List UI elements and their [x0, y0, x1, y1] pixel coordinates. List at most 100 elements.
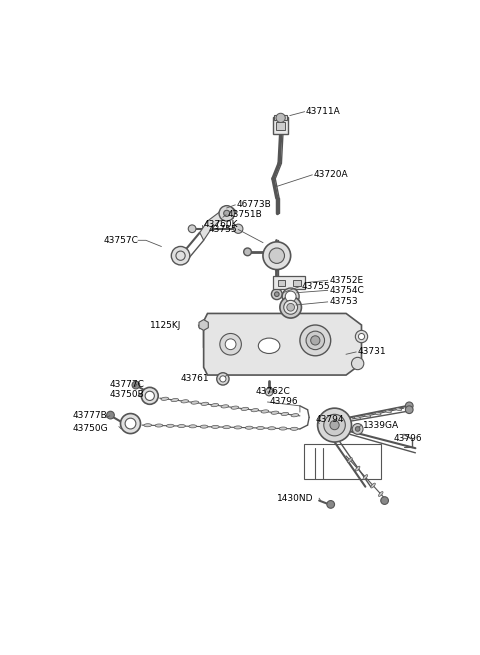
Ellipse shape	[200, 425, 208, 428]
Ellipse shape	[371, 483, 375, 488]
Circle shape	[282, 288, 299, 305]
Circle shape	[234, 224, 243, 233]
Circle shape	[327, 500, 335, 508]
Ellipse shape	[354, 417, 360, 419]
Ellipse shape	[191, 401, 199, 404]
Bar	[276, 122, 285, 130]
Circle shape	[324, 415, 345, 436]
Ellipse shape	[189, 425, 197, 428]
Ellipse shape	[251, 409, 259, 412]
Circle shape	[217, 373, 229, 385]
Text: 43755: 43755	[301, 282, 330, 291]
Ellipse shape	[234, 426, 242, 429]
Ellipse shape	[291, 413, 299, 417]
Ellipse shape	[363, 475, 368, 479]
Text: 43796: 43796	[269, 398, 298, 407]
Circle shape	[276, 113, 285, 122]
Ellipse shape	[355, 466, 360, 471]
Bar	[277, 280, 285, 286]
Bar	[273, 117, 288, 134]
Circle shape	[287, 303, 295, 311]
Text: 43760K: 43760K	[204, 220, 238, 229]
Circle shape	[318, 408, 351, 442]
Ellipse shape	[271, 411, 279, 415]
Ellipse shape	[241, 407, 249, 411]
Circle shape	[330, 421, 339, 430]
Text: 43753: 43753	[329, 297, 358, 307]
Circle shape	[225, 339, 236, 350]
Text: 1430ND: 1430ND	[277, 494, 313, 503]
Circle shape	[141, 387, 158, 404]
Ellipse shape	[221, 405, 228, 408]
Circle shape	[406, 402, 413, 409]
Circle shape	[220, 376, 226, 382]
Circle shape	[275, 292, 279, 297]
Circle shape	[265, 388, 273, 396]
Circle shape	[280, 297, 301, 318]
Ellipse shape	[379, 492, 383, 496]
Ellipse shape	[290, 427, 298, 430]
Circle shape	[244, 248, 252, 255]
Text: 1339GA: 1339GA	[363, 421, 399, 430]
Circle shape	[352, 424, 363, 434]
Ellipse shape	[257, 426, 264, 430]
Circle shape	[145, 391, 155, 400]
Text: 43751B: 43751B	[228, 210, 262, 219]
Ellipse shape	[161, 397, 168, 400]
Circle shape	[125, 418, 136, 429]
Ellipse shape	[167, 424, 174, 427]
Circle shape	[271, 289, 282, 299]
Ellipse shape	[171, 398, 179, 402]
Circle shape	[171, 246, 190, 265]
Circle shape	[381, 496, 388, 504]
Ellipse shape	[281, 413, 288, 415]
Text: 43777C: 43777C	[110, 380, 144, 389]
Polygon shape	[204, 314, 361, 375]
Text: 43752E: 43752E	[329, 276, 363, 285]
Text: 43731: 43731	[358, 347, 386, 356]
Text: 43777B: 43777B	[73, 411, 108, 421]
Text: 43755: 43755	[208, 225, 237, 234]
Text: 43761: 43761	[180, 375, 209, 383]
Bar	[304, 444, 381, 479]
Circle shape	[351, 358, 364, 369]
Ellipse shape	[155, 424, 163, 427]
Ellipse shape	[181, 400, 189, 403]
Bar	[273, 276, 305, 289]
Circle shape	[285, 291, 296, 302]
Ellipse shape	[385, 410, 391, 413]
Ellipse shape	[268, 426, 276, 430]
Text: 43711A: 43711A	[306, 107, 341, 116]
Circle shape	[269, 248, 285, 263]
Ellipse shape	[144, 424, 152, 427]
Ellipse shape	[231, 406, 239, 409]
Circle shape	[120, 413, 141, 434]
Ellipse shape	[201, 402, 209, 405]
Text: 43762C: 43762C	[255, 388, 290, 396]
Circle shape	[220, 333, 241, 355]
Bar	[275, 115, 287, 120]
Polygon shape	[200, 208, 236, 240]
Circle shape	[359, 333, 365, 340]
Ellipse shape	[245, 426, 253, 429]
Circle shape	[311, 336, 320, 345]
Polygon shape	[199, 320, 208, 330]
Circle shape	[306, 331, 324, 350]
Ellipse shape	[396, 408, 402, 411]
Circle shape	[355, 426, 360, 431]
Ellipse shape	[279, 427, 287, 430]
Circle shape	[188, 225, 196, 233]
Circle shape	[406, 406, 413, 413]
Ellipse shape	[261, 410, 269, 413]
Ellipse shape	[223, 426, 230, 429]
Ellipse shape	[348, 458, 352, 462]
Text: 43794: 43794	[315, 415, 344, 424]
Circle shape	[284, 301, 298, 314]
Circle shape	[263, 242, 291, 270]
Ellipse shape	[365, 415, 371, 417]
Ellipse shape	[258, 338, 280, 354]
Circle shape	[300, 325, 331, 356]
Text: 43750G: 43750G	[73, 424, 108, 434]
Circle shape	[355, 330, 368, 343]
Ellipse shape	[212, 425, 219, 428]
